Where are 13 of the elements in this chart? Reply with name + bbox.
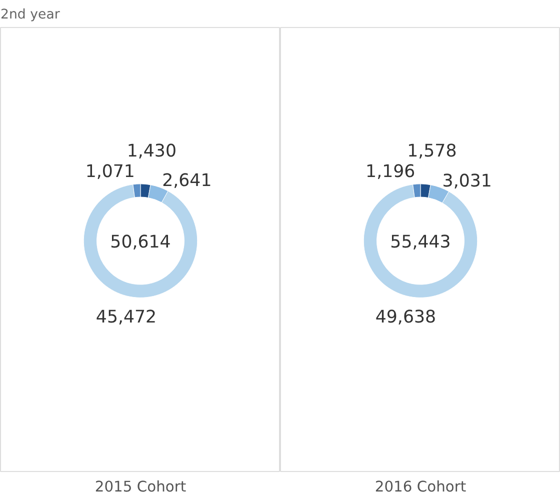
- data-label: 45,472: [96, 308, 157, 328]
- text: 50,614: [110, 232, 171, 252]
- data-label: 1,071: [85, 162, 135, 182]
- data-label: 3,031: [442, 171, 492, 192]
- data-label: 1,196: [366, 162, 416, 182]
- text: 55,443: [390, 232, 451, 252]
- data-label: 1,430: [126, 142, 176, 162]
- text: 2015 Cohort: [94, 478, 186, 496]
- data-label: 49,638: [375, 307, 436, 328]
- data-label: 2,641: [162, 171, 212, 192]
- data-label: 1,578: [407, 142, 457, 162]
- text: 2016 Cohort: [374, 478, 466, 496]
- chart-title: 2nd year: [0, 8, 60, 22]
